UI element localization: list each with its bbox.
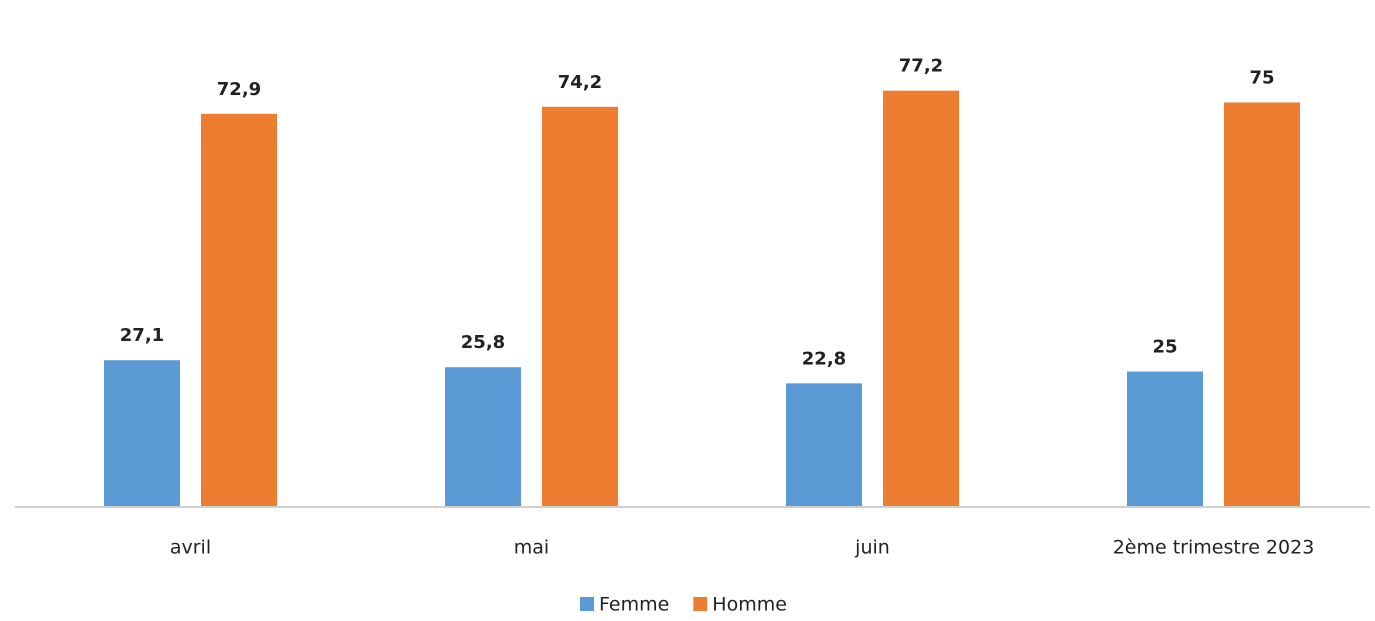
data-label: 74,2 xyxy=(558,72,602,93)
bar xyxy=(104,360,180,506)
data-label: 25,8 xyxy=(461,332,505,353)
data-label: 72,9 xyxy=(217,79,261,100)
data-label: 25 xyxy=(1152,337,1177,358)
legend-swatch xyxy=(580,597,594,611)
x-tick-label: juin xyxy=(854,537,890,559)
bar xyxy=(201,113,277,506)
bar xyxy=(883,90,959,506)
bar xyxy=(445,367,521,506)
x-tick-label: 2ème trimestre 2023 xyxy=(1113,537,1315,559)
bar xyxy=(1127,371,1203,506)
bar xyxy=(1224,102,1300,506)
legend-label: Femme xyxy=(599,594,669,616)
bar xyxy=(542,106,618,506)
data-label: 27,1 xyxy=(120,325,164,346)
legend-label: Homme xyxy=(712,594,787,616)
legend-swatch xyxy=(693,597,708,611)
data-label: 22,8 xyxy=(802,348,846,369)
x-tick-label: mai xyxy=(514,537,549,559)
data-label: 75 xyxy=(1249,68,1274,89)
data-label: 77,2 xyxy=(899,56,943,77)
bar xyxy=(786,383,862,506)
x-tick-label: avril xyxy=(170,537,211,559)
